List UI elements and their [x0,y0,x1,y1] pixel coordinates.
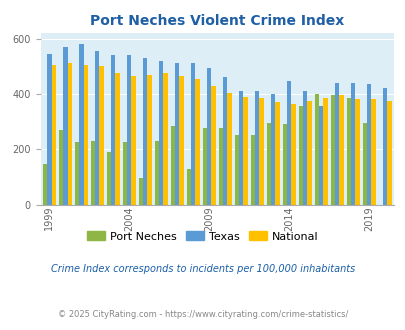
Text: Crime Index corresponds to incidents per 100,000 inhabitants: Crime Index corresponds to incidents per… [51,264,354,274]
Bar [99,66,104,205]
Bar [314,94,318,205]
Bar [346,98,350,205]
Bar [366,84,370,205]
Bar [339,95,343,205]
Bar [290,104,295,205]
Bar [322,98,327,205]
Bar [59,130,63,205]
Bar [179,76,183,205]
Bar [83,65,87,205]
Bar [286,82,290,205]
Bar [330,95,334,205]
Bar [91,141,95,205]
Bar [227,92,231,205]
Bar [131,76,135,205]
Bar [79,44,83,205]
Bar [115,73,119,205]
Bar [302,91,307,205]
Bar [47,54,51,205]
Bar [123,142,127,205]
Bar [163,73,167,205]
Bar [111,55,115,205]
Bar [270,94,275,205]
Bar [275,102,279,205]
Bar [259,98,263,205]
Bar [222,77,227,205]
Bar [354,99,359,205]
Bar [43,164,47,205]
Bar [171,126,175,205]
Bar [191,63,195,205]
Bar [266,123,270,205]
Bar [382,88,386,205]
Bar [147,75,151,205]
Bar [243,97,247,205]
Bar [362,123,366,205]
Bar [211,85,215,205]
Bar [254,91,259,205]
Bar [63,47,67,205]
Bar [318,106,322,205]
Bar [143,58,147,205]
Bar [95,51,99,205]
Bar [298,106,302,205]
Bar [350,83,354,205]
Bar [202,128,207,205]
Bar [159,61,163,205]
Text: © 2025 CityRating.com - https://www.cityrating.com/crime-statistics/: © 2025 CityRating.com - https://www.city… [58,310,347,319]
Bar [195,79,199,205]
Legend: Port Neches, Texas, National: Port Neches, Texas, National [82,227,323,246]
Bar [334,83,339,205]
Bar [239,91,243,205]
Bar [154,141,159,205]
Bar [207,68,211,205]
Bar [307,101,311,205]
Bar [234,135,239,205]
Bar [67,63,72,205]
Bar [250,135,254,205]
Bar [386,101,390,205]
Bar [370,99,375,205]
Title: Port Neches Violent Crime Index: Port Neches Violent Crime Index [90,14,343,28]
Bar [175,63,179,205]
Bar [107,152,111,205]
Bar [51,65,56,205]
Bar [186,169,191,205]
Bar [282,124,286,205]
Bar [127,55,131,205]
Bar [139,178,143,205]
Bar [218,128,222,205]
Bar [75,142,79,205]
